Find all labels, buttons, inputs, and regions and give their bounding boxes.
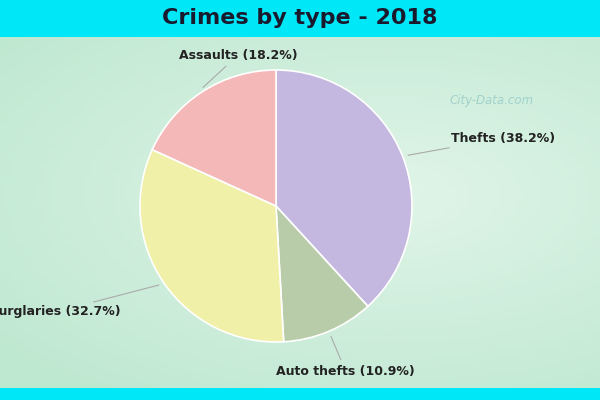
- Wedge shape: [276, 206, 368, 342]
- Wedge shape: [152, 70, 276, 206]
- Wedge shape: [276, 70, 412, 306]
- Text: Crimes by type - 2018: Crimes by type - 2018: [162, 8, 438, 28]
- Text: Auto thefts (10.9%): Auto thefts (10.9%): [277, 336, 415, 378]
- Text: Burglaries (32.7%): Burglaries (32.7%): [0, 285, 159, 318]
- Wedge shape: [140, 150, 284, 342]
- Text: Thefts (38.2%): Thefts (38.2%): [408, 132, 555, 155]
- Text: Assaults (18.2%): Assaults (18.2%): [179, 48, 298, 88]
- Text: City-Data.com: City-Data.com: [450, 94, 534, 106]
